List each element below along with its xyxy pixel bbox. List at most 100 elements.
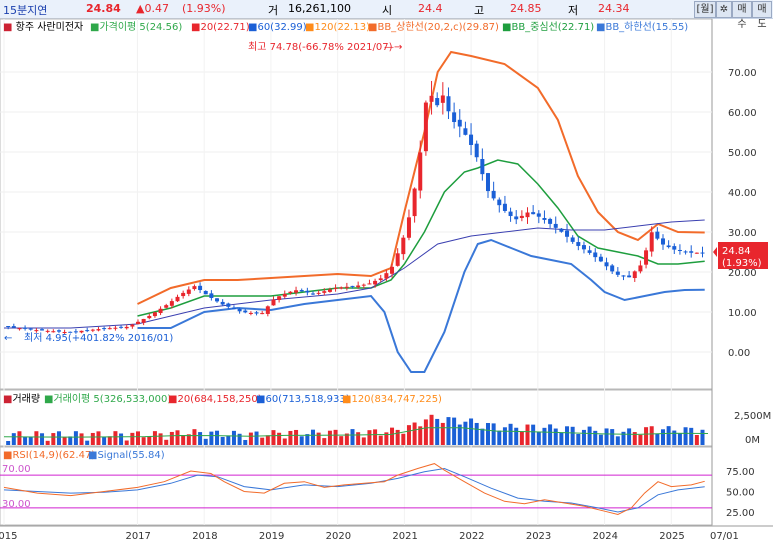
high-arrow: —→	[384, 42, 402, 53]
bb-lower-line	[137, 238, 705, 373]
candle-body	[627, 275, 632, 278]
candle-body	[333, 287, 338, 289]
volume-bar	[485, 423, 490, 445]
volume-bar	[660, 429, 665, 445]
volume-bar	[119, 433, 124, 445]
volume-bar	[474, 422, 479, 445]
candle-body	[672, 246, 677, 250]
volume-bar	[17, 431, 22, 445]
candle-body	[79, 330, 84, 333]
volume-bar	[418, 426, 423, 445]
volume-bar	[497, 430, 502, 445]
legend-bb-lower: ■BB_하한선(15.55)	[596, 20, 688, 33]
delay-label: 15분지연	[3, 4, 48, 17]
time-tick-label: 2020	[326, 531, 351, 542]
candle-body	[570, 237, 575, 242]
candle-body	[519, 215, 524, 219]
time-tick-label: 2024	[593, 531, 618, 542]
price-change: ▲0.47	[136, 2, 169, 15]
volume-bar	[243, 439, 248, 445]
volume-bar	[6, 441, 11, 445]
candle-body	[440, 95, 445, 103]
volume-bar	[604, 428, 609, 445]
volume-legend-ma5: ■거래이평 5(326,533,000)	[44, 393, 171, 405]
candle-body	[604, 262, 609, 267]
candle-body	[34, 330, 39, 332]
volume-bar	[666, 426, 671, 445]
candle-body	[23, 327, 28, 329]
volume-bar	[514, 427, 519, 445]
volume-bar	[525, 424, 530, 445]
open-value: 24.4	[418, 2, 443, 15]
candle-body	[96, 329, 101, 331]
volume-bar	[209, 431, 214, 445]
legend-ma60: ■60(32.99)	[248, 22, 307, 33]
candle-body	[310, 293, 315, 295]
candle-body	[169, 301, 174, 306]
volume-bar	[107, 436, 112, 445]
volume-bar	[79, 433, 84, 445]
candle-body	[621, 275, 626, 277]
rsi-tick-label: 50.00	[726, 488, 755, 499]
candle-body	[361, 284, 366, 286]
volume-bar	[260, 437, 265, 445]
candle-body	[90, 329, 95, 331]
candle-body	[373, 280, 378, 285]
bb-upper-line	[137, 50, 705, 305]
volume-legend-ma120: ■120(834,747,225)	[342, 394, 442, 405]
volume-bar	[248, 432, 253, 445]
candle-body	[677, 249, 682, 252]
ma-long-line	[4, 219, 705, 329]
volume-bar	[254, 431, 259, 445]
gear-icon[interactable]: ✲	[716, 1, 732, 18]
candle-body	[243, 310, 248, 313]
candle-body	[683, 251, 688, 253]
volume-bar	[694, 435, 699, 445]
candle-body	[350, 285, 355, 287]
candle-body	[660, 238, 665, 245]
volume-bar	[638, 434, 643, 445]
candle-body	[56, 330, 61, 332]
price-tag-value: 24.84	[722, 246, 751, 257]
volume-value: 16,261,100	[288, 2, 351, 15]
candle-body	[158, 308, 163, 314]
candle-body	[17, 328, 22, 330]
volume-bar	[265, 435, 270, 445]
volume-bar	[203, 438, 208, 445]
volume-bar	[96, 431, 101, 445]
volume-bar	[90, 432, 95, 445]
buy-button[interactable]: 매수	[732, 1, 752, 30]
candle-body	[45, 330, 50, 332]
volume-layer	[3, 414, 709, 445]
sell-button[interactable]: 매도	[752, 1, 772, 30]
candle-body	[536, 213, 541, 217]
volume-bar	[181, 435, 186, 445]
volume-legend-name: ■거래량	[3, 393, 40, 405]
candle-body	[401, 237, 406, 255]
rsi-legend: ■RSI(14,9)(62.47)	[3, 450, 95, 461]
bb-mid-line	[137, 159, 705, 317]
volume-bar	[435, 418, 440, 445]
volume-bar	[429, 414, 434, 445]
price-tick-label: 30.00	[728, 228, 757, 239]
candle-body	[491, 190, 496, 199]
candle-body	[68, 331, 73, 333]
candle-body	[457, 119, 462, 127]
candle-body	[542, 218, 547, 220]
rsi-line	[3, 463, 705, 516]
candle-body	[378, 278, 383, 281]
candle-body	[62, 331, 67, 333]
volume-bar	[40, 433, 45, 445]
volume-bar	[598, 434, 603, 445]
volume-bar	[548, 424, 553, 445]
volume-bar	[45, 440, 50, 445]
volume-bar	[23, 436, 28, 445]
rsi-band-layer	[0, 474, 712, 509]
period-button[interactable]: [월]	[694, 1, 716, 18]
price-tick-label: 0.00	[728, 348, 750, 359]
volume-bar	[322, 438, 327, 445]
volume-bar	[469, 418, 474, 445]
volume-bar	[124, 440, 129, 445]
high-label: 고	[474, 4, 485, 17]
